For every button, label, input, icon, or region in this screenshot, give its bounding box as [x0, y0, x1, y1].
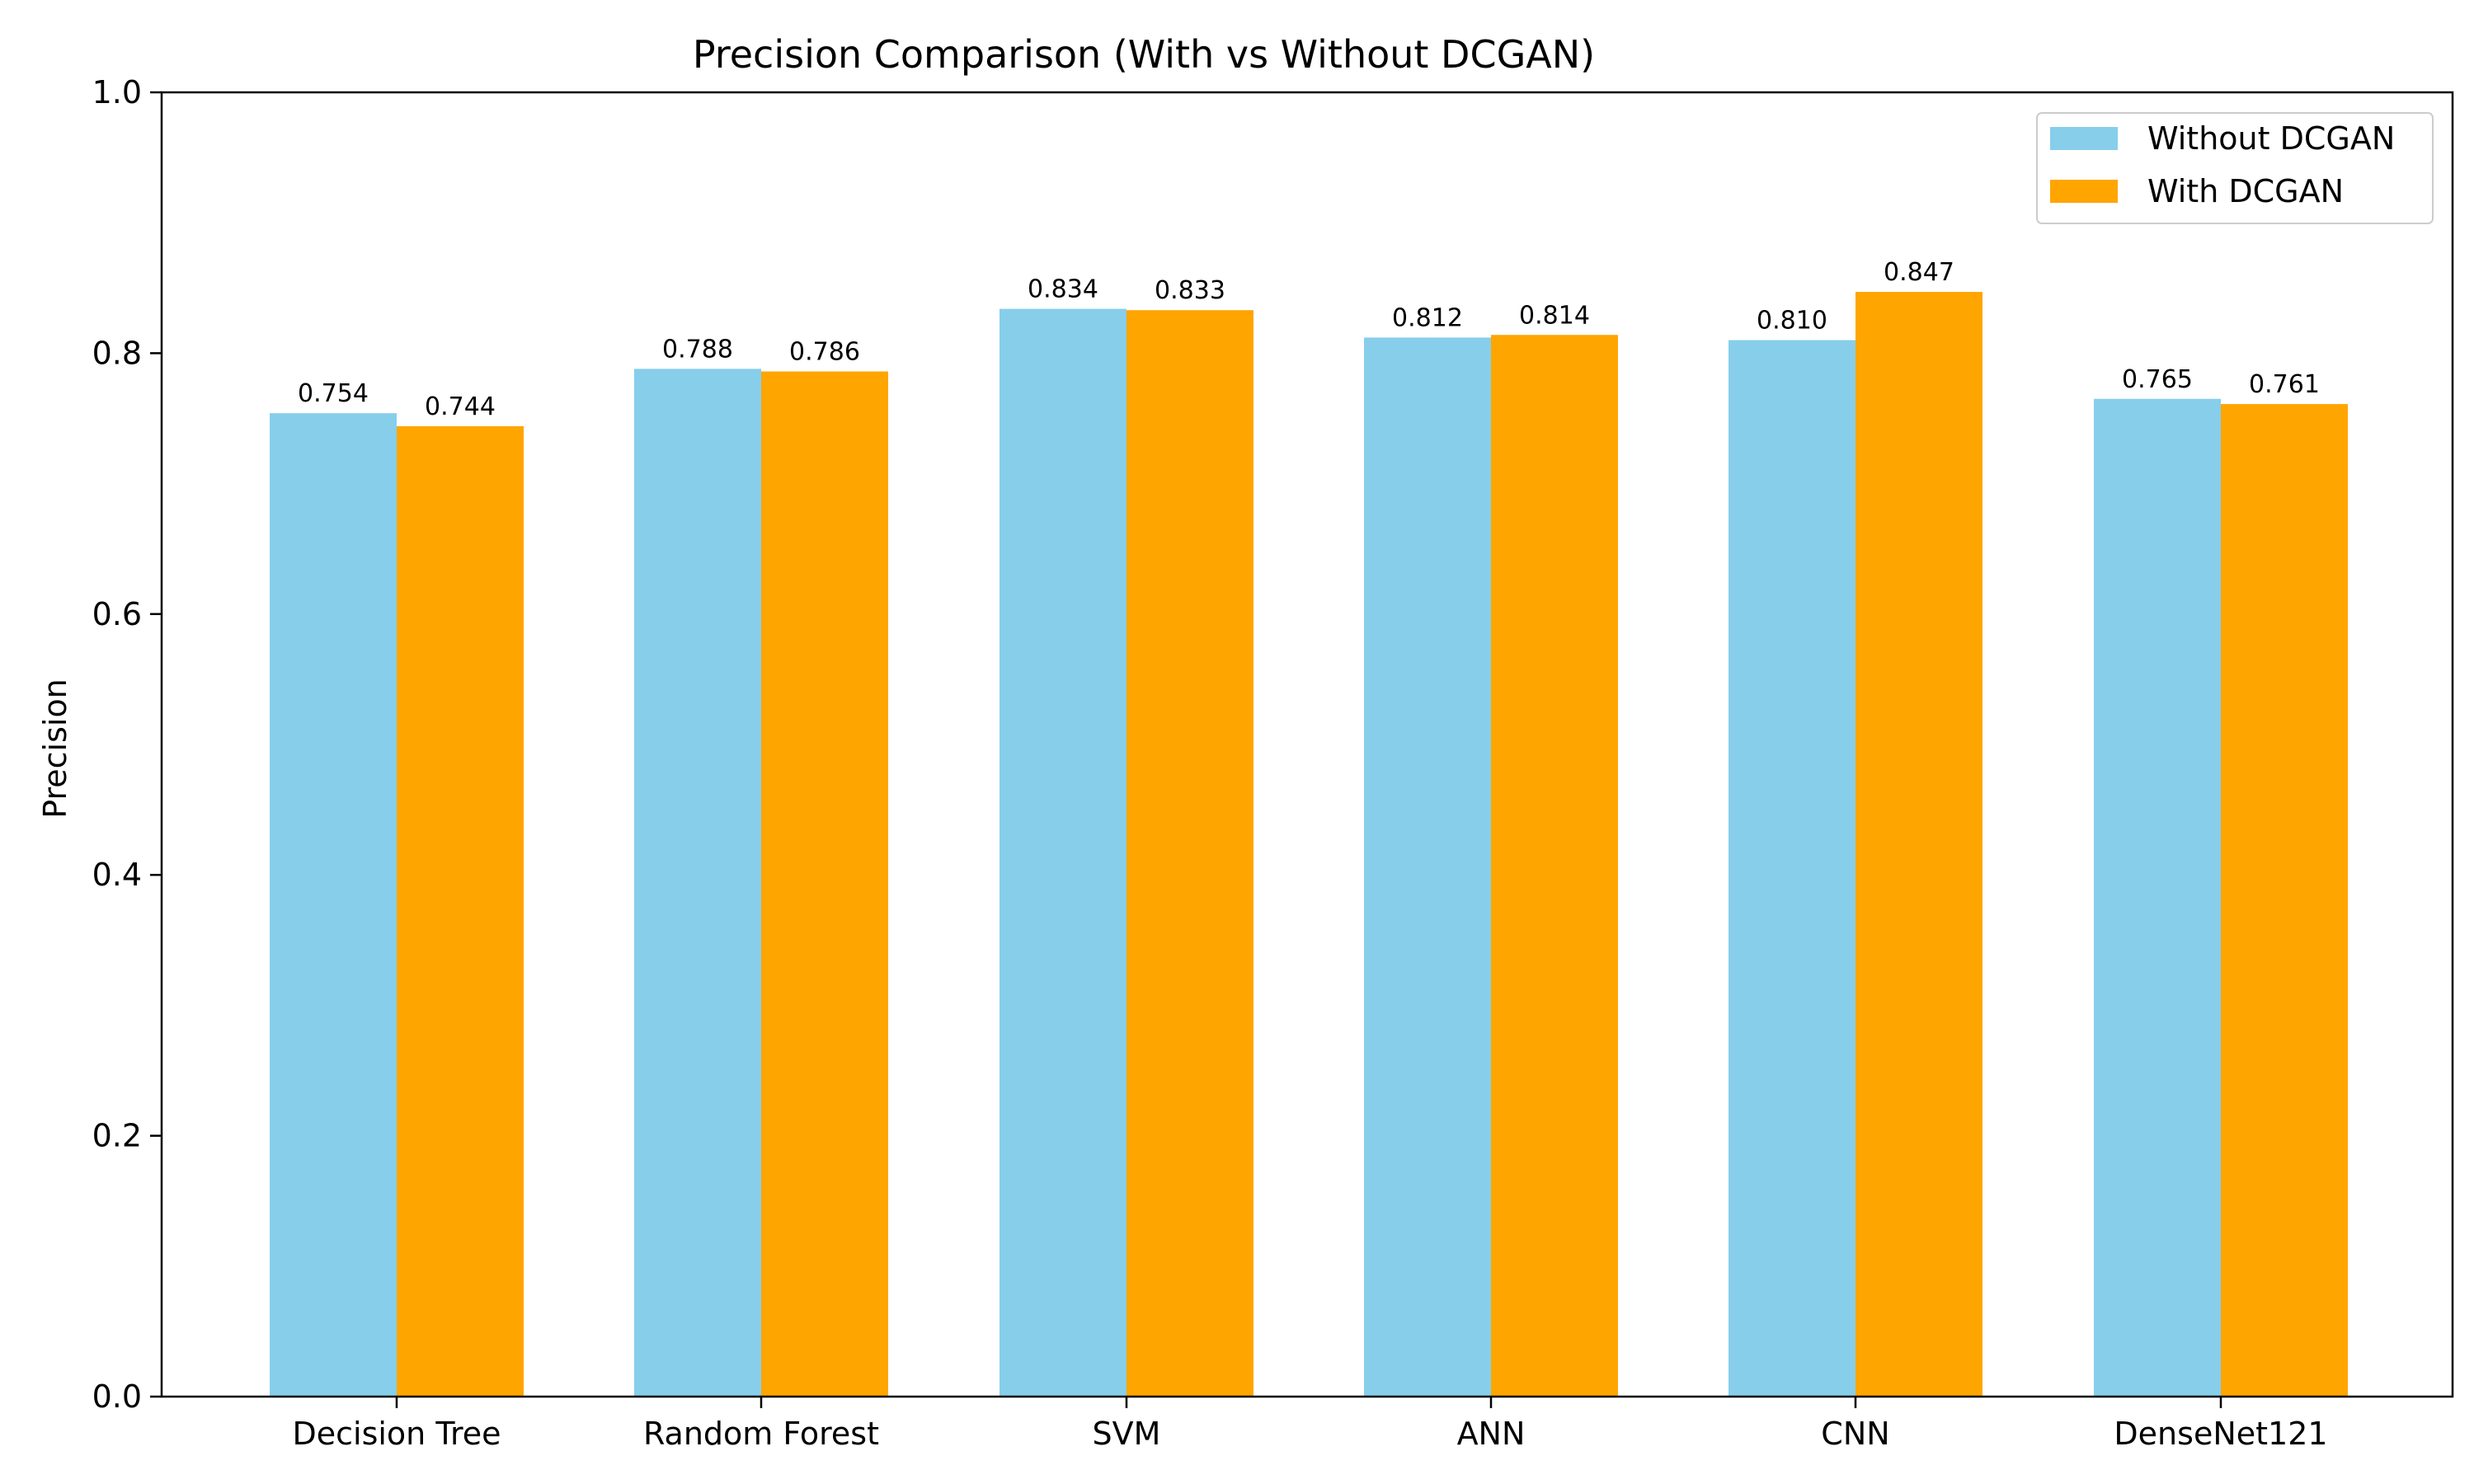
legend: Without DCGAN With DCGAN [2036, 112, 2434, 224]
legend-swatch [2050, 127, 2118, 150]
legend-label: With DCGAN [2147, 173, 2344, 209]
x-tick-label: DenseNet121 [2114, 1416, 2327, 1452]
legend-label: Without DCGAN [2147, 120, 2395, 157]
plot-frame [160, 91, 2454, 1398]
bar-value-label: 0.786 [789, 338, 860, 367]
bar-value-label: 0.814 [1519, 301, 1590, 330]
axis-ticks: Decision Tree Random Forest SVM ANN CNN Dense… [92, 74, 2328, 1452]
y-tick-label: 0.4 [92, 857, 142, 893]
bar-value-label: 0.754 [298, 379, 369, 408]
y-axis-label: Precision [37, 679, 73, 819]
bar [1856, 292, 1982, 1397]
bar-value-label: 0.834 [1028, 275, 1098, 304]
bar-value-label: 0.812 [1392, 303, 1463, 332]
bar-value-label: 0.810 [1757, 307, 1827, 336]
bar [761, 371, 888, 1397]
bar [397, 425, 524, 1397]
bar-value-label: 0.833 [1155, 276, 1225, 305]
chart-title: Precision Comparison (With vs Without DC… [693, 32, 1595, 77]
y-tick-label: 1.0 [92, 74, 142, 110]
y-tick-label: 0.2 [92, 1118, 142, 1154]
bar-value-label: 0.847 [1884, 258, 1954, 287]
bars-layer: 0.754 0.744 0.788 0.786 0.834 0.833 0.812 0.814… [270, 258, 2348, 1397]
bar [2221, 404, 2348, 1397]
x-tick-label: Decision Tree [292, 1416, 501, 1452]
bar [1126, 310, 1253, 1397]
bar-value-label: 0.744 [425, 392, 496, 421]
x-tick-label: Random Forest [643, 1416, 879, 1452]
bar-value-label: 0.788 [662, 335, 733, 364]
y-tick-label: 0.8 [92, 335, 142, 371]
bar [270, 413, 397, 1397]
bar [2094, 398, 2221, 1397]
legend-box [2036, 112, 2434, 224]
bar-value-label: 0.765 [2122, 365, 2193, 394]
bar [1364, 337, 1491, 1397]
y-tick-label: 0.6 [92, 596, 142, 632]
bar [1729, 340, 1856, 1397]
bar [999, 308, 1126, 1397]
x-tick-label: CNN [1821, 1416, 1889, 1452]
bar-value-label: 0.761 [2249, 370, 2320, 399]
bar [634, 369, 761, 1397]
legend-swatch [2050, 180, 2118, 203]
x-tick-label: SVM [1093, 1416, 1161, 1452]
bar [1491, 335, 1618, 1397]
y-tick-label: 0.0 [92, 1378, 142, 1415]
x-tick-label: ANN [1457, 1416, 1526, 1452]
